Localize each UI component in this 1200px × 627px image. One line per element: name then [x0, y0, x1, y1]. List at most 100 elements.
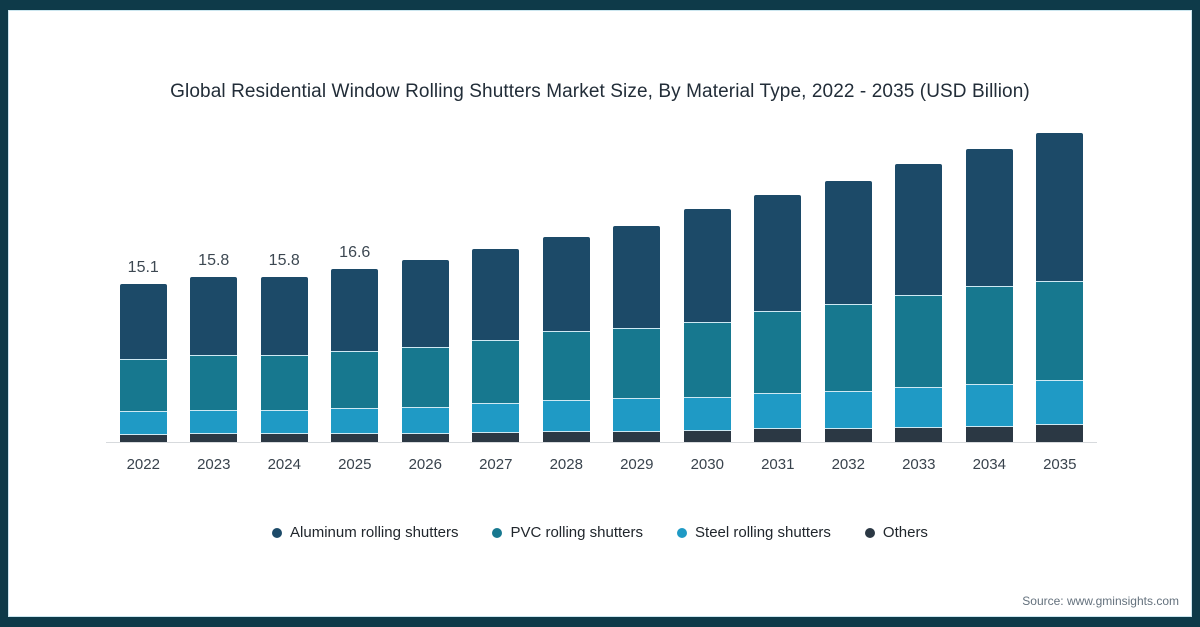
bar-segment — [895, 427, 943, 442]
bar-segment — [895, 294, 943, 387]
legend: Aluminum rolling shutters PVC rolling shu… — [9, 524, 1191, 541]
bar-column-2032 — [813, 106, 884, 442]
bar-segment — [683, 209, 731, 322]
bar-segment — [119, 284, 167, 360]
bar-segment — [965, 383, 1013, 427]
bar-segment — [1036, 380, 1084, 425]
stacked-bar-2028 — [542, 237, 590, 442]
legend-dot-icon — [677, 527, 688, 538]
bar-segment — [401, 406, 449, 433]
legend-dot-icon — [272, 527, 283, 538]
bar-segment — [331, 432, 379, 442]
bar-segment — [190, 432, 238, 442]
bar-segment — [613, 225, 661, 329]
bar-value-label-2024: 15.8 — [268, 251, 300, 269]
bar-segment — [119, 433, 167, 442]
bar-value-label-2025: 16.6 — [339, 243, 371, 261]
x-axis-label-2028: 2028 — [549, 456, 583, 473]
bar-column-2035 — [1025, 106, 1096, 442]
bar-segment — [683, 321, 731, 398]
bar-column-2027 — [461, 106, 532, 442]
stacked-bar-2034 — [965, 149, 1013, 442]
bar-segment — [613, 328, 661, 399]
bar-segment — [965, 286, 1013, 384]
bar-segment — [613, 430, 661, 442]
bar-segment — [542, 430, 590, 442]
x-axis-line — [106, 442, 1097, 443]
bar-segment — [472, 248, 520, 340]
stacked-bar-2026 — [401, 260, 449, 442]
bar-column-2022: 15.1 — [108, 106, 179, 442]
bar-segment — [754, 195, 802, 312]
bar-segment — [754, 311, 802, 393]
bar-segment — [1036, 424, 1084, 442]
bar-segment — [190, 409, 238, 433]
bar-column-2029 — [602, 106, 673, 442]
bar-segment — [683, 429, 731, 442]
bar-segment — [260, 409, 308, 433]
legend-item: Steel rolling shutters — [677, 524, 831, 541]
bar-segment — [260, 276, 308, 356]
x-axis-label-2033: 2033 — [902, 456, 936, 473]
bar-segment — [401, 346, 449, 407]
x-axis-label-2030: 2030 — [690, 456, 724, 473]
x-axis-label-2027: 2027 — [479, 456, 513, 473]
bar-column-2025: 16.6 — [320, 106, 391, 442]
x-axis-label-2032: 2032 — [831, 456, 865, 473]
chart-title: Global Residential Window Rolling Shutte… — [170, 81, 1030, 102]
bar-segment — [119, 410, 167, 434]
stacked-bar-2029 — [613, 225, 661, 442]
bar-segment — [965, 426, 1013, 442]
bar-column-2028 — [531, 106, 602, 442]
stacked-bar-2027 — [472, 248, 520, 442]
bar-segment — [965, 149, 1013, 287]
legend-label: PVC rolling shutters — [510, 524, 644, 541]
bar-value-label-2023: 15.8 — [198, 251, 230, 269]
stacked-bar-2022 — [119, 284, 167, 442]
legend-label: Steel rolling shutters — [695, 524, 831, 541]
stacked-bar-2033 — [895, 164, 943, 442]
bar-column-2033 — [884, 106, 955, 442]
bar-value-label-2022: 15.1 — [127, 259, 159, 277]
x-axis-label-2035: 2035 — [1043, 456, 1077, 473]
bar-segment — [824, 180, 872, 305]
bar-column-2024: 15.8 — [249, 106, 320, 442]
legend-dot-icon — [492, 527, 503, 538]
x-axis-label-2034: 2034 — [972, 456, 1006, 473]
bar-segment — [824, 390, 872, 429]
stacked-bar-2032 — [824, 180, 872, 442]
legend-item: PVC rolling shutters — [492, 524, 643, 541]
bar-segment — [401, 432, 449, 442]
stacked-bar-2025 — [331, 268, 379, 442]
bar-segment — [1036, 281, 1084, 381]
x-axis-label-2024: 2024 — [267, 456, 301, 473]
legend-dot-icon — [864, 527, 875, 538]
x-axis-label-2025: 2025 — [338, 456, 372, 473]
bar-segment — [190, 355, 238, 410]
chart-canvas: Global Residential Window Rolling Shutte… — [8, 10, 1192, 617]
x-axis-label-2026: 2026 — [408, 456, 442, 473]
legend-item: Aluminum rolling shutters — [272, 524, 458, 541]
bar-segment — [824, 428, 872, 442]
x-axis-label-2022: 2022 — [126, 456, 160, 473]
legend-label: Others — [882, 524, 928, 541]
bar-segment — [1036, 132, 1084, 282]
bar-column-2030 — [672, 106, 743, 442]
bar-column-2026 — [390, 106, 461, 442]
stacked-bar-2035 — [1036, 132, 1084, 442]
bar-segment — [260, 432, 308, 442]
x-axis-label-2023: 2023 — [197, 456, 231, 473]
bar-segment — [331, 407, 379, 433]
x-axis-labels: 2022 2023 2024 2025 2026 2027 2028 2029 2030 2031… — [108, 456, 1095, 473]
stacked-bar-2031 — [754, 195, 802, 442]
bar-segment — [754, 428, 802, 442]
legend-label: Aluminum rolling shutters — [290, 524, 459, 541]
bar-column-2031 — [743, 106, 814, 442]
bar-segment — [472, 403, 520, 432]
x-axis-label-2029: 2029 — [620, 456, 654, 473]
legend-item: Others — [864, 524, 928, 541]
bar-segment — [542, 237, 590, 332]
bar-segment — [331, 351, 379, 408]
bar-segment — [190, 276, 238, 356]
bar-segment — [895, 386, 943, 428]
